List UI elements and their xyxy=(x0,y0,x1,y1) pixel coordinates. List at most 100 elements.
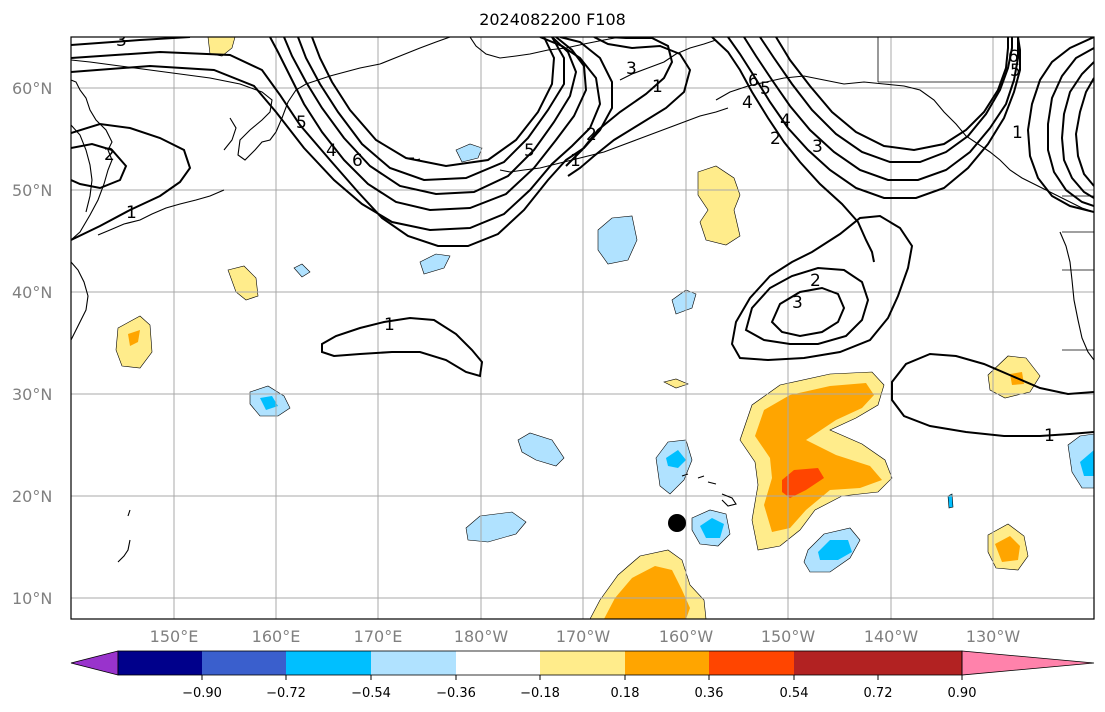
negative-anomaly-area xyxy=(947,493,954,509)
contour-label: 1 xyxy=(570,151,581,171)
contour-label: 4 xyxy=(326,141,337,161)
lon-tick-label: 140°W xyxy=(864,627,919,646)
hawaiian-islands xyxy=(681,473,737,507)
map-frame xyxy=(70,36,1095,620)
colorbar-tick-label: 0.54 xyxy=(780,686,809,701)
strong-negative-anomaly xyxy=(818,540,852,560)
contour-label: 1 xyxy=(652,77,663,97)
negative-anomaly-area xyxy=(419,253,451,275)
kuril-islands xyxy=(97,189,225,236)
mariana-islands xyxy=(117,509,131,563)
kamchatka-coastline xyxy=(71,124,93,213)
positive-anomaly-core xyxy=(995,536,1020,562)
contour-label: 3 xyxy=(792,293,803,313)
anomaly-shading xyxy=(115,37,1094,619)
contour-label: 1 xyxy=(384,315,395,335)
strong-negative-anomaly xyxy=(666,450,686,468)
colorbar-segment xyxy=(625,651,709,675)
strong-negative-anomaly xyxy=(1080,450,1094,476)
lat-tick-label: 60°N xyxy=(12,79,52,98)
colorbar-segment xyxy=(709,651,794,675)
contour-label: 5 xyxy=(524,141,535,161)
colorbar-tick-label: −0.36 xyxy=(436,686,476,701)
lon-tick-label: 180°W xyxy=(454,627,509,646)
negative-anomaly-area xyxy=(597,215,638,265)
lon-tick-label: 150°W xyxy=(761,627,816,646)
contour-label: 5 xyxy=(296,113,307,133)
contour-label: 1 xyxy=(1012,123,1023,143)
contour-label: 2 xyxy=(104,145,115,165)
lon-tick-label: 170°E xyxy=(354,627,403,646)
north-america-west-coastline xyxy=(1059,231,1094,361)
political-boundaries xyxy=(877,37,1094,351)
lat-tick-label: 30°N xyxy=(12,385,52,404)
japan-coastline xyxy=(71,261,89,341)
siberia-coastline xyxy=(71,37,451,161)
colorbar-segment xyxy=(202,651,286,675)
strong-negative-anomaly xyxy=(700,518,724,538)
colorbar-tick-label: 0.72 xyxy=(864,686,893,701)
contour-label: 1 xyxy=(126,203,137,223)
map-title: 2024082200 F108 xyxy=(479,10,626,29)
height-contours xyxy=(71,37,1094,437)
contour-labels: 3 2 1 1 5 6 4 5 1 2 3 4 5 6 1 2 3 4 5 6 … xyxy=(104,31,1055,446)
contour-label: 5 xyxy=(1010,61,1021,81)
positive-anomaly-core xyxy=(604,566,690,619)
colorbar-tick-label: 0.90 xyxy=(948,686,977,701)
strong-positive-anomaly xyxy=(782,468,824,498)
contour-label: 6 xyxy=(748,71,759,91)
contour-label: 5 xyxy=(760,79,771,99)
contour-label: 2 xyxy=(770,129,781,149)
kamchatka-coastline xyxy=(71,79,113,241)
lon-tick-label: 160°W xyxy=(659,627,714,646)
colorbar-segment xyxy=(456,651,540,675)
lon-tick-label: 130°W xyxy=(966,627,1021,646)
colorbar-segment xyxy=(540,651,625,675)
colorbar-segment xyxy=(371,651,456,675)
contour-label: 1 xyxy=(1044,426,1055,446)
contour-label: 2 xyxy=(586,125,597,145)
contour-label: 3 xyxy=(812,137,823,157)
strong-negative-anomaly xyxy=(260,396,278,410)
lat-tick-label: 10°N xyxy=(12,589,52,608)
chukotka-coastline xyxy=(223,117,237,151)
lat-tick-label: 20°N xyxy=(12,487,52,506)
contour-label: 4 xyxy=(780,111,791,131)
contour-label: 2 xyxy=(810,271,821,291)
colorbar: −0.90 −0.72 −0.54 −0.36 −0.18 0.18 0.36 … xyxy=(70,650,1095,701)
contour-label: 3 xyxy=(626,59,637,79)
alaska-coastline xyxy=(469,37,621,59)
contour-label: 6 xyxy=(1008,47,1019,67)
colorbar-extend-low xyxy=(70,650,119,676)
colorbar-extend-high xyxy=(961,650,1095,676)
negative-anomaly-area xyxy=(293,263,311,278)
lon-tick-label: 160°E xyxy=(252,627,301,646)
negative-anomaly-area xyxy=(517,432,565,467)
colorbar-segment xyxy=(878,651,962,675)
colorbar-segment xyxy=(286,651,371,675)
colorbar-tick-label: −0.90 xyxy=(182,686,222,701)
colorbar-tick-label: 0.36 xyxy=(695,686,724,701)
lat-tick-label: 40°N xyxy=(12,283,52,302)
contour-label: 6 xyxy=(352,151,363,171)
lon-tick-label: 150°E xyxy=(150,627,199,646)
colorbar-tick-label: −0.54 xyxy=(351,686,391,701)
latitude-labels: 60°N 50°N 40°N 30°N 20°N 10°N xyxy=(12,79,52,608)
colorbar-segment xyxy=(794,651,878,675)
colorbar-tick-label: −0.18 xyxy=(520,686,560,701)
lon-tick-label: 170°W xyxy=(556,627,611,646)
positive-anomaly-area xyxy=(697,165,741,246)
alaska-south-coastline xyxy=(715,75,1094,213)
positive-anomaly-area xyxy=(207,37,236,57)
lat-tick-label: 50°N xyxy=(12,181,52,200)
positive-anomaly-core xyxy=(128,330,140,346)
colorbar-tick-label: 0.18 xyxy=(611,686,640,701)
contour-label: 4 xyxy=(742,93,753,113)
colorbar-tick-label: −0.72 xyxy=(266,686,306,701)
contour-label: 3 xyxy=(116,31,127,51)
longitude-labels: 150°E 160°E 170°E 180°W 170°W 160°W 150°… xyxy=(150,627,1021,646)
storm-position-marker xyxy=(668,514,686,532)
positive-anomaly-area xyxy=(663,378,689,389)
negative-anomaly-area xyxy=(455,143,483,163)
